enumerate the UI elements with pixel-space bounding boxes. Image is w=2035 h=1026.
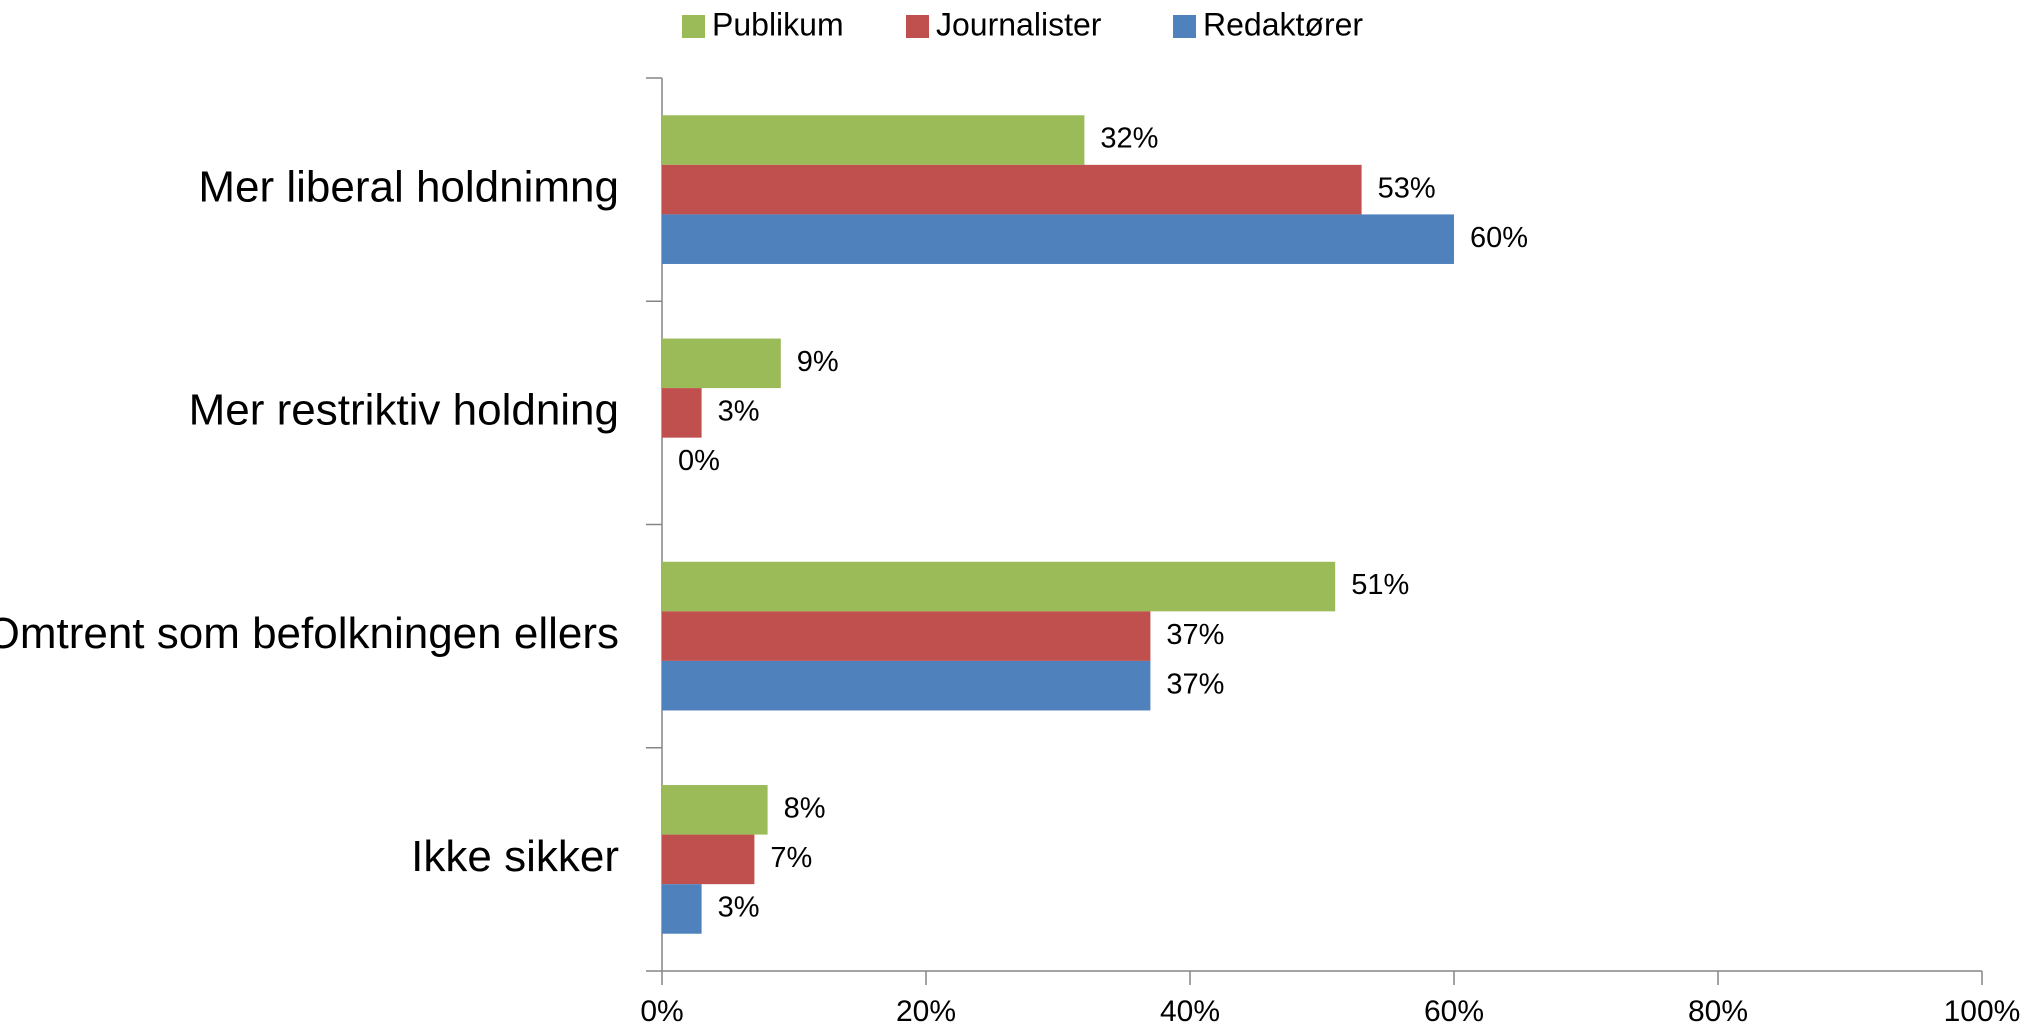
category-label: Mer restriktiv holdning xyxy=(189,386,619,435)
x-tick-label: 40% xyxy=(1160,995,1220,1026)
x-tick-label: 0% xyxy=(640,995,683,1026)
data-label: 7% xyxy=(770,842,812,874)
bar xyxy=(662,338,781,389)
data-label: 51% xyxy=(1351,569,1409,601)
legend-swatch xyxy=(906,15,929,38)
bar xyxy=(662,388,702,438)
data-label: 53% xyxy=(1378,172,1436,204)
data-label: 32% xyxy=(1100,123,1158,155)
category-label: Mer liberal holdnimng xyxy=(198,162,619,211)
legend-swatch xyxy=(1173,15,1196,38)
legend-label: Publikum xyxy=(712,6,844,42)
data-label: 3% xyxy=(718,892,760,924)
bar xyxy=(662,660,1151,711)
data-label: 37% xyxy=(1166,619,1224,651)
bar xyxy=(662,785,768,835)
bar xyxy=(662,115,1085,165)
legend-label: Redaktører xyxy=(1203,6,1363,42)
bar xyxy=(662,214,1454,264)
category-label: Ikke sikker xyxy=(411,832,619,881)
bar xyxy=(662,164,1362,215)
data-label: 37% xyxy=(1166,668,1224,700)
bar xyxy=(662,834,755,885)
x-tick-label: 100% xyxy=(1944,995,2021,1026)
data-label: 3% xyxy=(718,396,760,428)
x-tick-label: 20% xyxy=(896,995,956,1026)
category-label: Omtrent som befolkningen ellers xyxy=(0,609,619,658)
bar xyxy=(662,561,1336,612)
x-tick-label: 80% xyxy=(1688,995,1748,1026)
bar xyxy=(662,611,1151,661)
data-label: 60% xyxy=(1470,222,1528,254)
data-label: 9% xyxy=(797,346,839,378)
legend-label: Journalister xyxy=(936,6,1102,42)
x-tick-label: 60% xyxy=(1424,995,1484,1026)
data-label: 8% xyxy=(784,792,826,824)
bar xyxy=(662,884,702,934)
legend-swatch xyxy=(682,15,705,38)
data-label: 0% xyxy=(678,445,720,477)
